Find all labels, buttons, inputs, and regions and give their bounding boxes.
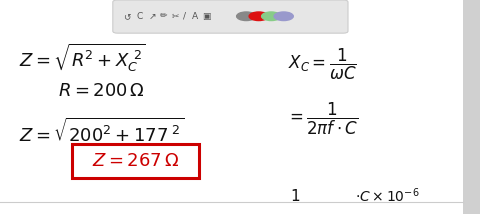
Text: $Z = 267\,\Omega$: $Z = 267\,\Omega$	[92, 152, 179, 170]
Text: $\cdot C \times 10^{-6}$: $\cdot C \times 10^{-6}$	[355, 187, 420, 205]
FancyBboxPatch shape	[72, 144, 199, 178]
Text: /: /	[183, 12, 186, 21]
Text: ▣: ▣	[202, 12, 211, 21]
Text: $R = 200\,\Omega$: $R = 200\,\Omega$	[58, 82, 144, 100]
Circle shape	[262, 12, 281, 21]
Text: $X_C = \dfrac{1}{\omega C}$: $X_C = \dfrac{1}{\omega C}$	[288, 47, 357, 82]
Text: $= \dfrac{1}{2\pi f \cdot C}$: $= \dfrac{1}{2\pi f \cdot C}$	[286, 101, 358, 137]
Text: $Z = \sqrt{R^2 + X_C^{\ 2}}$: $Z = \sqrt{R^2 + X_C^{\ 2}}$	[19, 42, 146, 74]
Text: $1$: $1$	[290, 188, 300, 204]
Circle shape	[274, 12, 293, 21]
Circle shape	[237, 12, 256, 21]
Text: ✏: ✏	[160, 12, 168, 21]
Bar	[463, 0, 480, 214]
FancyBboxPatch shape	[113, 0, 348, 33]
Text: ↺: ↺	[123, 12, 131, 21]
Text: A: A	[192, 12, 198, 21]
Text: ↗: ↗	[148, 12, 156, 21]
Text: $Z = \sqrt{200^2 + 177^{\ 2}}$: $Z = \sqrt{200^2 + 177^{\ 2}}$	[19, 117, 185, 146]
Text: C: C	[136, 12, 143, 21]
Circle shape	[249, 12, 268, 21]
Text: ✂: ✂	[171, 12, 179, 21]
